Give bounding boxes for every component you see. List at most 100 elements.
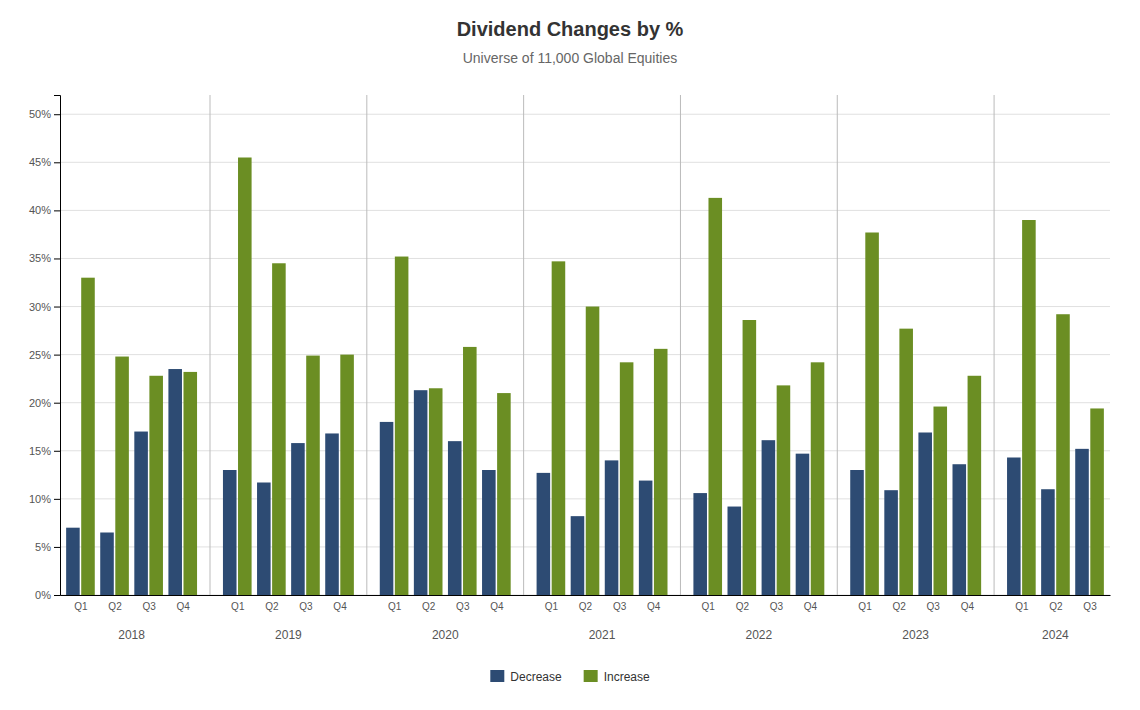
x-tick-label: Q4 <box>804 601 818 612</box>
x-tick: Q1 <box>1015 601 1029 612</box>
x-tick-label: Q4 <box>647 601 661 612</box>
separators <box>210 95 994 595</box>
x-tick-label: Q3 <box>1083 601 1097 612</box>
bar <box>884 490 898 595</box>
grid <box>60 114 1110 595</box>
bar <box>482 470 496 595</box>
bar <box>149 376 163 595</box>
y-tick: 50% <box>29 108 60 120</box>
bars <box>66 158 1104 596</box>
y-tick: 35% <box>29 252 60 264</box>
x-tick-label: Q3 <box>927 601 941 612</box>
y-tick: 25% <box>29 349 60 361</box>
x-tick: Q2 <box>579 601 593 612</box>
y-tick: 45% <box>29 156 60 168</box>
y-tick-mark <box>54 451 60 452</box>
y-tick-mark <box>54 547 60 548</box>
bar <box>708 198 722 595</box>
x-tick-label: Q4 <box>333 601 347 612</box>
bar <box>1041 489 1055 595</box>
y-tick: 15% <box>29 445 60 457</box>
x-tick: Q2 <box>892 601 906 612</box>
y-tick-label: 20% <box>29 397 51 409</box>
bar <box>850 470 864 595</box>
x-tick-label: Q3 <box>142 601 156 612</box>
bar <box>762 440 776 595</box>
bar <box>272 263 286 595</box>
x-tick-label: Q2 <box>579 601 593 612</box>
grid-line <box>60 162 1110 163</box>
chart: Dividend Changes by %Universe of 11,000 … <box>0 0 1140 710</box>
bar <box>1056 314 1070 595</box>
y-tick-label: 50% <box>29 108 51 120</box>
bar <box>1022 220 1036 595</box>
y-tick-label: 35% <box>29 252 51 264</box>
y-tick-label: 45% <box>29 156 51 168</box>
bar <box>134 432 148 595</box>
bar <box>586 307 600 595</box>
bar <box>968 376 982 595</box>
legend-swatch <box>490 670 504 682</box>
bar <box>728 507 742 595</box>
bar <box>899 329 913 595</box>
bar <box>66 528 80 595</box>
x-tick-label: Q3 <box>456 601 470 612</box>
legend-label: Increase <box>604 670 650 684</box>
y-tick-label: 15% <box>29 445 51 457</box>
bar <box>1090 408 1104 595</box>
bar <box>340 355 354 595</box>
bar <box>257 483 271 596</box>
x-tick: Q1 <box>388 601 402 612</box>
group-separator <box>680 95 681 595</box>
bar <box>223 470 237 595</box>
grid-line <box>60 210 1110 211</box>
x-tick-label: Q4 <box>177 601 191 612</box>
bar <box>796 454 810 595</box>
bar <box>654 349 668 595</box>
y-tick-mark <box>54 162 60 163</box>
bar <box>953 464 967 595</box>
x-tick-label: Q3 <box>613 601 627 612</box>
bar <box>552 261 566 595</box>
x-tick: Q1 <box>545 601 559 612</box>
bar <box>463 347 477 595</box>
y-tick: 20% <box>29 397 60 409</box>
bar <box>429 388 443 595</box>
bar <box>537 473 551 595</box>
x-tick-label: Q3 <box>770 601 784 612</box>
x-tick: Q4 <box>647 601 661 612</box>
bar <box>620 362 634 595</box>
group-labels: 2018201920202021202220232024 <box>118 628 1069 642</box>
grid-line <box>60 402 1110 403</box>
group-label: 2022 <box>746 628 773 642</box>
legend-label: Decrease <box>510 670 562 684</box>
grid-line <box>60 354 1110 355</box>
x-tick: Q1 <box>231 601 245 612</box>
grid-line <box>60 306 1110 307</box>
grid-line <box>60 114 1110 115</box>
bar <box>115 357 129 595</box>
bar <box>1075 449 1089 595</box>
bar <box>306 356 320 595</box>
x-tick-label: Q1 <box>702 601 716 612</box>
x-tick: Q3 <box>613 601 627 612</box>
bar <box>639 481 653 595</box>
x-tick-label: Q1 <box>858 601 872 612</box>
bar-series <box>81 158 1104 596</box>
bar <box>448 441 462 595</box>
y-tick-mark <box>54 595 60 596</box>
x-tick: Q1 <box>74 601 88 612</box>
grid-line <box>60 450 1110 451</box>
bar-series <box>66 369 1089 595</box>
group-separator <box>366 95 367 595</box>
bar <box>865 233 879 596</box>
y-tick: 0% <box>35 589 60 601</box>
bar <box>933 407 947 595</box>
group-label: 2019 <box>275 628 302 642</box>
bar <box>1007 458 1021 596</box>
bar <box>693 493 707 595</box>
legend-item: Decrease <box>490 670 562 684</box>
x-tick: Q1 <box>702 601 716 612</box>
x-tick-label: Q3 <box>299 601 313 612</box>
x-tick: Q3 <box>770 601 784 612</box>
